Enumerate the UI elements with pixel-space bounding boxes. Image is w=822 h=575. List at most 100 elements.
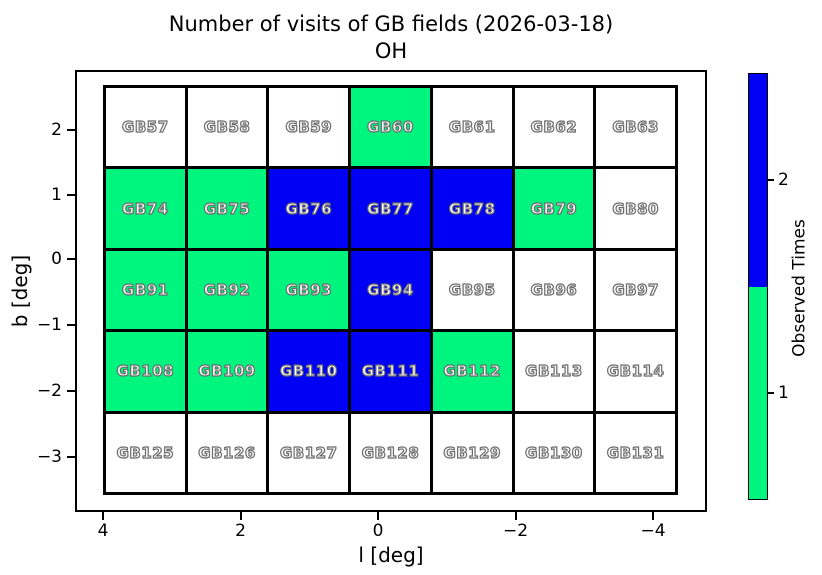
y-tick-label: 0 bbox=[51, 249, 62, 269]
field-cell-GB74: GB74 bbox=[106, 169, 185, 248]
field-label: GB74 bbox=[121, 199, 169, 218]
field-label: GB58 bbox=[203, 118, 251, 137]
field-cell-GB109: GB109 bbox=[187, 332, 267, 411]
field-cell-GB79: GB79 bbox=[514, 169, 594, 248]
y-axis-label: b [deg] bbox=[8, 254, 32, 328]
x-tick-label: 0 bbox=[372, 521, 384, 541]
field-label: GB78 bbox=[448, 199, 496, 218]
field-cell-GB61: GB61 bbox=[432, 88, 512, 167]
field-cell-GB63: GB63 bbox=[596, 88, 675, 167]
y-tick-label: 1 bbox=[51, 185, 62, 205]
field-cell-GB129: GB129 bbox=[432, 413, 512, 492]
y-tick-label: −1 bbox=[36, 315, 62, 335]
colorbar-segment-2 bbox=[749, 74, 767, 287]
field-label: GB79 bbox=[530, 199, 578, 218]
field-label: GB127 bbox=[279, 443, 338, 462]
field-label: GB91 bbox=[121, 280, 169, 299]
field-grid: GB57 GB58 GB59 GB60 GB61 GB62 GB63 GB74 GB75 GB76… bbox=[103, 85, 678, 495]
y-tick-label: −3 bbox=[36, 447, 62, 467]
field-cell-GB78: GB78 bbox=[432, 169, 512, 248]
field-label: GB95 bbox=[448, 280, 496, 299]
field-cell-GB96: GB96 bbox=[514, 250, 594, 330]
colorbar-label: Observed Times bbox=[789, 219, 810, 357]
y-tick-mark bbox=[67, 129, 75, 131]
y-tick-mark bbox=[67, 258, 75, 260]
y-tick-mark bbox=[67, 324, 75, 326]
x-tick-mark bbox=[239, 512, 242, 520]
field-label: GB61 bbox=[448, 118, 496, 137]
field-cell-GB60: GB60 bbox=[351, 88, 430, 167]
field-cell-GB112: GB112 bbox=[432, 332, 512, 411]
colorbar bbox=[748, 73, 768, 500]
colorbar-tick-mark bbox=[768, 179, 774, 181]
x-axis-label: l [deg] bbox=[358, 543, 424, 567]
field-label: GB76 bbox=[285, 199, 333, 218]
y-tick-mark bbox=[67, 456, 75, 458]
field-cell-GB58: GB58 bbox=[187, 88, 267, 167]
x-tick-mark bbox=[102, 512, 104, 520]
field-cell-GB111: GB111 bbox=[351, 332, 430, 411]
field-label: GB129 bbox=[443, 443, 501, 462]
field-label: GB57 bbox=[121, 118, 169, 137]
field-label: GB113 bbox=[525, 362, 583, 381]
field-label: GB114 bbox=[606, 362, 665, 381]
y-tick-mark bbox=[67, 390, 75, 392]
field-label: GB60 bbox=[367, 118, 414, 137]
field-label: GB108 bbox=[116, 362, 175, 381]
colorbar-tick-label: 2 bbox=[778, 170, 789, 190]
field-cell-GB95: GB95 bbox=[432, 250, 512, 330]
field-cell-GB59: GB59 bbox=[269, 88, 349, 167]
field-label: GB128 bbox=[361, 443, 420, 462]
field-label: GB75 bbox=[203, 199, 251, 218]
field-cell-GB80: GB80 bbox=[596, 169, 675, 248]
x-tick-mark bbox=[377, 512, 379, 520]
colorbar-tick-label: 1 bbox=[778, 383, 789, 403]
field-label: GB93 bbox=[285, 280, 333, 299]
field-label: GB112 bbox=[443, 362, 501, 381]
x-tick-label: 2 bbox=[235, 521, 246, 541]
field-label: GB131 bbox=[606, 443, 665, 462]
field-cell-GB97: GB97 bbox=[596, 250, 675, 330]
field-label: GB59 bbox=[285, 118, 333, 137]
x-tick-label: −4 bbox=[640, 521, 666, 541]
field-cell-GB62: GB62 bbox=[514, 88, 594, 167]
field-cell-GB91: GB91 bbox=[106, 250, 185, 330]
field-label: GB125 bbox=[116, 443, 175, 462]
y-tick-label: 2 bbox=[51, 120, 62, 140]
field-cell-GB76: GB76 bbox=[269, 169, 349, 248]
x-tick-mark bbox=[514, 512, 517, 520]
field-label: GB77 bbox=[367, 199, 414, 218]
field-cell-GB92: GB92 bbox=[187, 250, 267, 330]
field-label: GB96 bbox=[530, 280, 578, 299]
field-label: GB97 bbox=[612, 280, 659, 299]
field-cell-GB130: GB130 bbox=[514, 413, 594, 492]
colorbar-tick-mark bbox=[768, 392, 774, 394]
field-cell-GB125: GB125 bbox=[106, 413, 185, 492]
field-cell-GB77: GB77 bbox=[351, 169, 430, 248]
field-cell-GB131: GB131 bbox=[596, 413, 675, 492]
field-cell-GB94: GB94 bbox=[351, 250, 430, 330]
field-cell-GB126: GB126 bbox=[187, 413, 267, 492]
field-cell-GB114: GB114 bbox=[596, 332, 675, 411]
field-label: GB109 bbox=[198, 362, 256, 381]
field-label: GB111 bbox=[361, 362, 420, 381]
x-tick-label: −2 bbox=[502, 521, 529, 541]
field-cell-GB110: GB110 bbox=[269, 332, 349, 411]
field-cell-GB128: GB128 bbox=[351, 413, 430, 492]
chart-subtitle: OH bbox=[374, 39, 408, 63]
field-label: GB80 bbox=[612, 199, 659, 218]
field-cell-GB57: GB57 bbox=[106, 88, 185, 167]
field-cell-GB93: GB93 bbox=[269, 250, 349, 330]
x-tick-mark bbox=[652, 512, 654, 520]
field-label: GB94 bbox=[367, 280, 414, 299]
field-cell-GB127: GB127 bbox=[269, 413, 349, 492]
y-tick-mark bbox=[67, 194, 75, 196]
field-cell-GB108: GB108 bbox=[106, 332, 185, 411]
field-label: GB110 bbox=[279, 362, 338, 381]
field-label: GB130 bbox=[525, 443, 583, 462]
field-cell-GB113: GB113 bbox=[514, 332, 594, 411]
field-label: GB126 bbox=[198, 443, 256, 462]
field-label: GB62 bbox=[530, 118, 578, 137]
chart-title: Number of visits of GB fields (2026-03-1… bbox=[168, 12, 614, 36]
